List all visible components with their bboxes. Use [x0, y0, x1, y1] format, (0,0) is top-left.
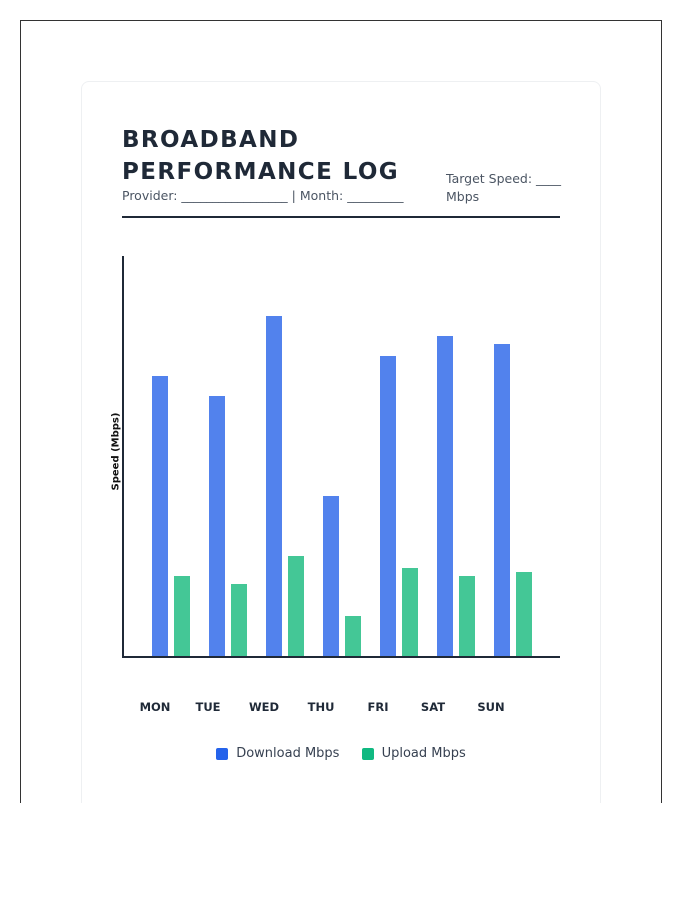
page-title: BROADBAND PERFORMANCE LOG — [122, 127, 400, 185]
legend-download: Download Mbps — [216, 746, 339, 761]
download-bar-sat — [437, 336, 453, 656]
x-axis — [122, 656, 560, 658]
upload-bar-wed — [288, 556, 304, 656]
download-bar-mon — [152, 376, 168, 656]
download-bar-sun — [494, 344, 510, 656]
x-label-fri: FRI — [367, 700, 389, 714]
bar-chart: Speed (Mbps) — [111, 256, 560, 658]
x-label-thu: THU — [307, 700, 335, 714]
upload-bar-tue — [231, 584, 247, 656]
target-speed: Target Speed: ____ Mbps — [446, 171, 562, 204]
page-frame: BROADBAND PERFORMANCE LOG Provider: ____… — [20, 20, 662, 803]
upload-bar-sat — [459, 576, 475, 656]
x-label-sat: SAT — [420, 700, 446, 714]
download-bar-thu — [323, 496, 339, 656]
upload-bar-sun — [516, 572, 532, 656]
upload-bar-mon — [174, 576, 190, 656]
header: BROADBAND PERFORMANCE LOG Provider: ____… — [122, 124, 561, 218]
upload-bar-fri — [402, 568, 418, 656]
legend-download-label: Download Mbps — [236, 746, 340, 761]
provider-month-line: Provider: _________________ | Month: ___… — [122, 188, 404, 203]
legend-upload: Upload Mbps — [361, 746, 466, 761]
y-axis-label: Speed (Mbps) — [110, 412, 122, 491]
upload-bar-thu — [345, 616, 361, 656]
x-label-sun: SUN — [477, 700, 505, 714]
download-bar-wed — [266, 316, 282, 656]
download-swatch — [216, 747, 229, 760]
x-label-mon: MON — [139, 700, 171, 714]
download-bar-fri — [380, 356, 396, 656]
download-bar-tue — [209, 396, 225, 656]
log-card: BROADBAND PERFORMANCE LOG Provider: ____… — [81, 81, 601, 803]
x-label-tue: TUE — [195, 700, 221, 714]
x-axis-labels: MON TUE WED THU FRI SAT SUN — [122, 700, 560, 716]
x-label-wed: WED — [248, 700, 280, 714]
legend: Download Mbps Upload Mbps — [82, 746, 600, 764]
upload-swatch — [361, 747, 374, 760]
legend-upload-label: Upload Mbps — [381, 746, 466, 761]
y-axis — [122, 256, 124, 658]
